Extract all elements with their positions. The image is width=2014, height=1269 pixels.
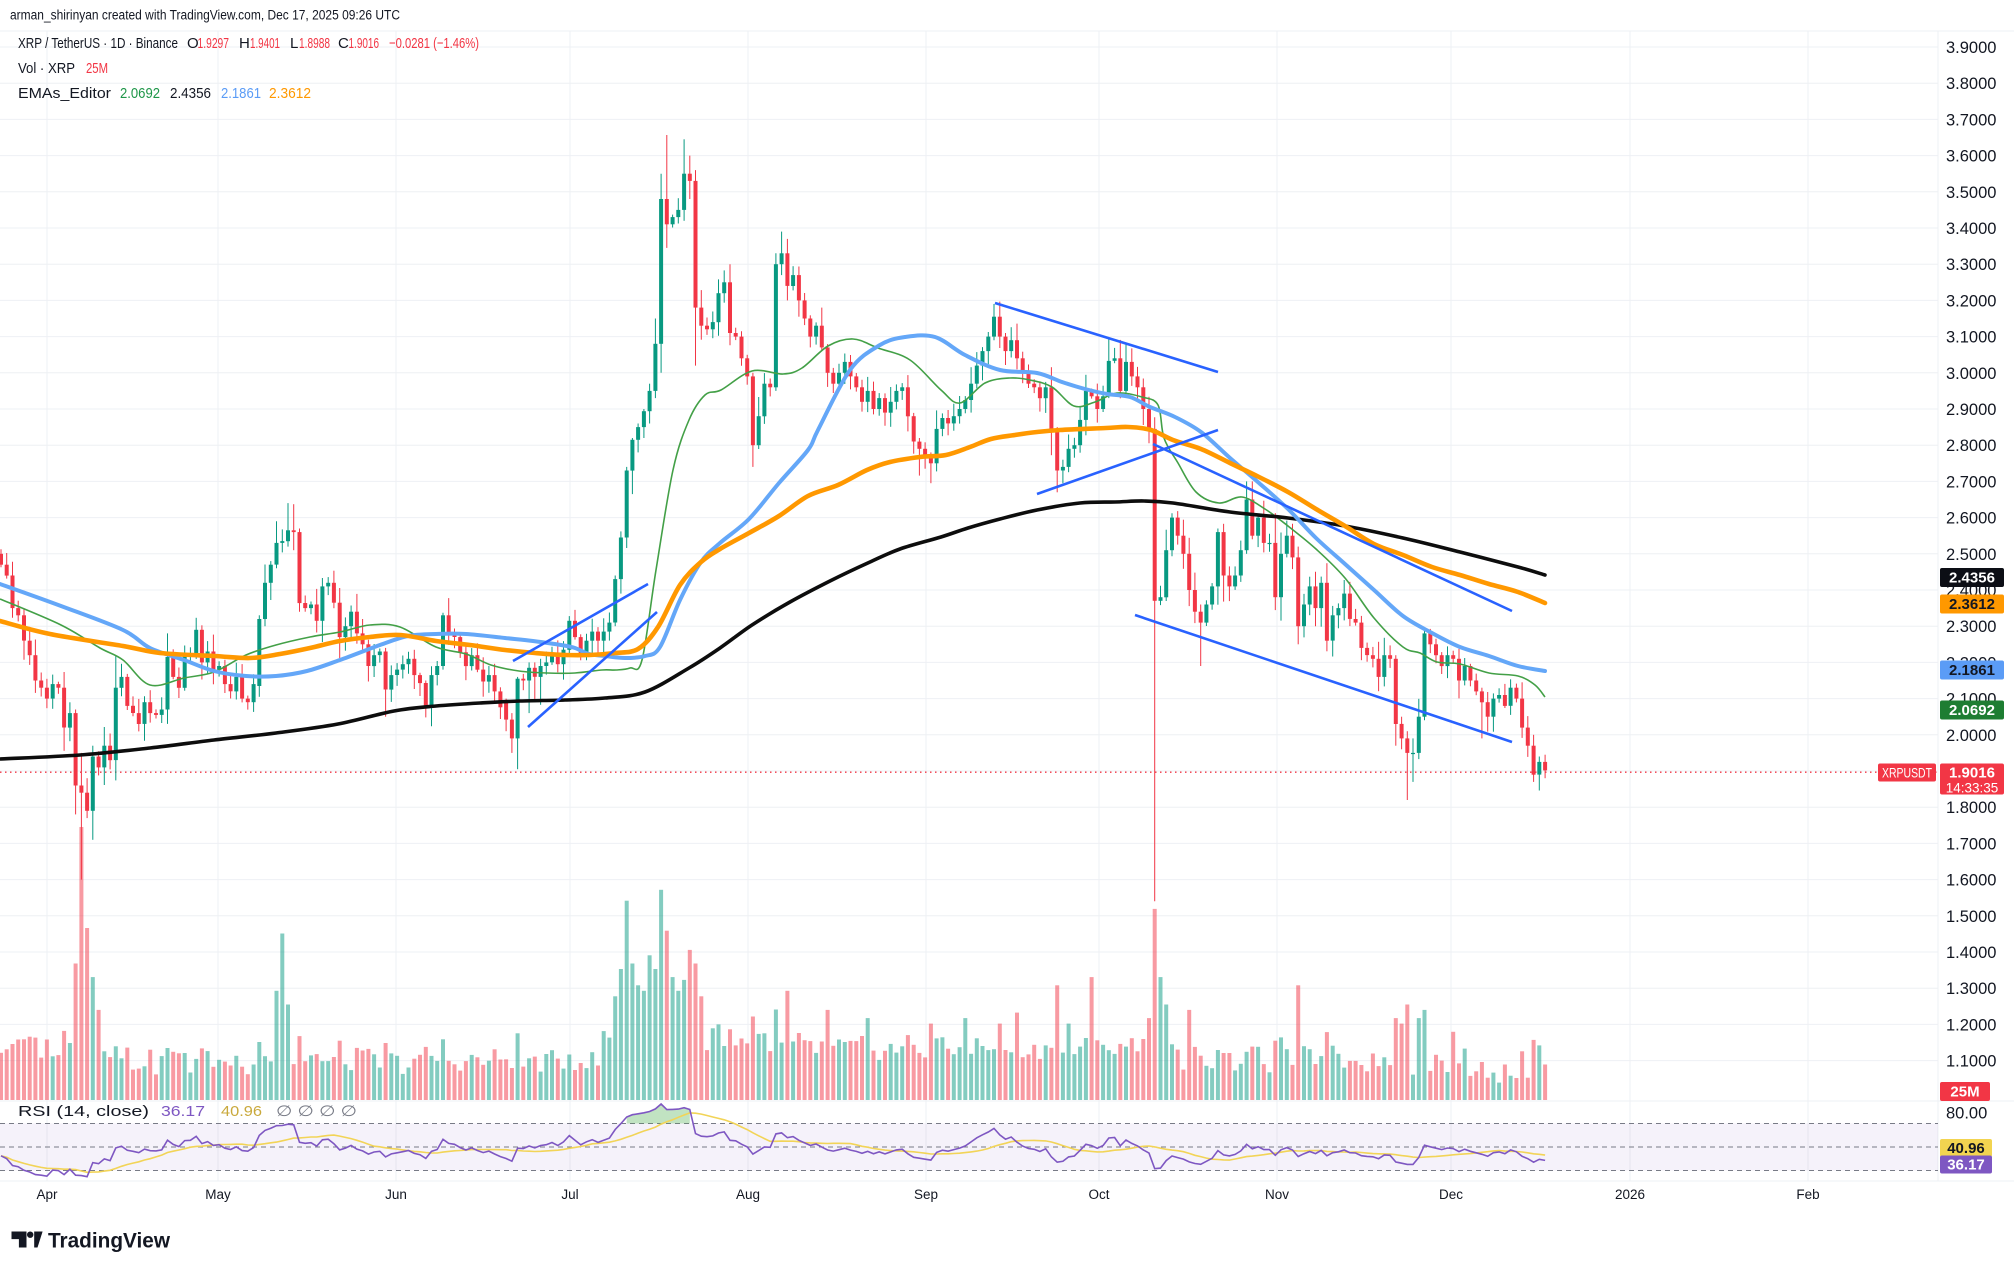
- svg-text:May: May: [205, 1187, 231, 1202]
- svg-text:2.3612: 2.3612: [1949, 596, 1995, 613]
- svg-text:1.9016: 1.9016: [1949, 765, 1995, 782]
- svg-text:Feb: Feb: [1796, 1187, 1819, 1202]
- svg-text:2.4356: 2.4356: [1949, 570, 1995, 587]
- svg-text:1.7000: 1.7000: [1946, 835, 1996, 853]
- svg-text:Dec: Dec: [1439, 1187, 1463, 1202]
- svg-text:2.7000: 2.7000: [1946, 473, 1996, 491]
- svg-text:2.3612: 2.3612: [269, 85, 311, 102]
- svg-text:36.17: 36.17: [161, 1103, 205, 1120]
- svg-text:3.7000: 3.7000: [1946, 111, 1996, 129]
- svg-text:Sep: Sep: [914, 1187, 938, 1202]
- svg-text:25M: 25M: [86, 60, 108, 77]
- svg-text:3.1000: 3.1000: [1946, 329, 1996, 347]
- svg-text:2.3000: 2.3000: [1946, 618, 1996, 636]
- svg-text:Oct: Oct: [1088, 1187, 1109, 1202]
- svg-text:Jun: Jun: [385, 1187, 407, 1202]
- svg-text:XRP / TetherUS · 1D · Binance: XRP / TetherUS · 1D · Binance: [18, 35, 178, 52]
- svg-text:2.5000: 2.5000: [1946, 546, 1996, 564]
- svg-text:80.00: 80.00: [1946, 1105, 1987, 1123]
- svg-text:C: C: [338, 35, 349, 52]
- svg-text:1.2000: 1.2000: [1946, 1016, 1996, 1034]
- svg-text:1.6000: 1.6000: [1946, 872, 1996, 890]
- svg-text:1.9016: 1.9016: [349, 35, 380, 52]
- svg-text:2.1861: 2.1861: [221, 85, 261, 102]
- svg-text:2.8000: 2.8000: [1946, 437, 1996, 455]
- svg-text:Aug: Aug: [736, 1187, 760, 1202]
- svg-text:3.4000: 3.4000: [1946, 220, 1996, 238]
- svg-text:−0.0281 (−1.46%): −0.0281 (−1.46%): [389, 35, 479, 52]
- svg-text:3.0000: 3.0000: [1946, 365, 1996, 383]
- svg-text:14:33:35: 14:33:35: [1946, 781, 1999, 796]
- svg-text:1.3000: 1.3000: [1946, 980, 1996, 998]
- svg-text:3.5000: 3.5000: [1946, 184, 1996, 202]
- svg-text:1.8988: 1.8988: [299, 35, 330, 52]
- svg-text:2026: 2026: [1615, 1187, 1645, 1202]
- svg-text:1.1000: 1.1000: [1946, 1053, 1996, 1071]
- svg-text:RSI (14, close): RSI (14, close): [18, 1103, 149, 1120]
- svg-text:25M: 25M: [1950, 1084, 1979, 1101]
- svg-text:∅ ∅ ∅ ∅: ∅ ∅ ∅ ∅: [276, 1103, 357, 1120]
- svg-text:2.0692: 2.0692: [1949, 702, 1995, 719]
- svg-text:2.6000: 2.6000: [1946, 510, 1996, 528]
- svg-text:O: O: [187, 35, 199, 52]
- svg-text:1.8000: 1.8000: [1946, 799, 1996, 817]
- svg-text:3.6000: 3.6000: [1946, 148, 1996, 166]
- svg-text:1.4000: 1.4000: [1946, 944, 1996, 962]
- svg-text:36.17: 36.17: [1947, 1157, 1985, 1174]
- svg-text:1.5000: 1.5000: [1946, 908, 1996, 926]
- svg-text:3.8000: 3.8000: [1946, 75, 1996, 93]
- svg-text:3.9000: 3.9000: [1946, 39, 1996, 57]
- svg-text:Nov: Nov: [1265, 1187, 1289, 1202]
- svg-text:Apr: Apr: [36, 1187, 58, 1202]
- svg-text:1.9297: 1.9297: [198, 35, 230, 52]
- svg-text:Vol · XRP: Vol · XRP: [18, 60, 75, 77]
- svg-text:H: H: [239, 35, 250, 52]
- svg-text:2.1861: 2.1861: [1949, 662, 1995, 679]
- svg-text:40.96: 40.96: [1947, 1140, 1985, 1157]
- svg-text:2.0692: 2.0692: [120, 85, 160, 102]
- svg-text:TradingView: TradingView: [48, 1229, 170, 1253]
- svg-text:40.96: 40.96: [221, 1103, 262, 1120]
- svg-text:2.4356: 2.4356: [170, 85, 211, 102]
- svg-text:Jul: Jul: [561, 1187, 578, 1202]
- svg-text:1.9401: 1.9401: [250, 35, 280, 52]
- svg-text:3.3000: 3.3000: [1946, 256, 1996, 274]
- svg-text:2.9000: 2.9000: [1946, 401, 1996, 419]
- svg-text:L: L: [290, 35, 298, 52]
- svg-text:EMAs_Editor: EMAs_Editor: [18, 85, 111, 102]
- svg-text:2.0000: 2.0000: [1946, 727, 1996, 745]
- svg-text:3.2000: 3.2000: [1946, 292, 1996, 310]
- svg-text:XRPUSDT: XRPUSDT: [1882, 766, 1932, 781]
- svg-text:arman_shirinyan created with T: arman_shirinyan created with TradingView…: [10, 8, 400, 23]
